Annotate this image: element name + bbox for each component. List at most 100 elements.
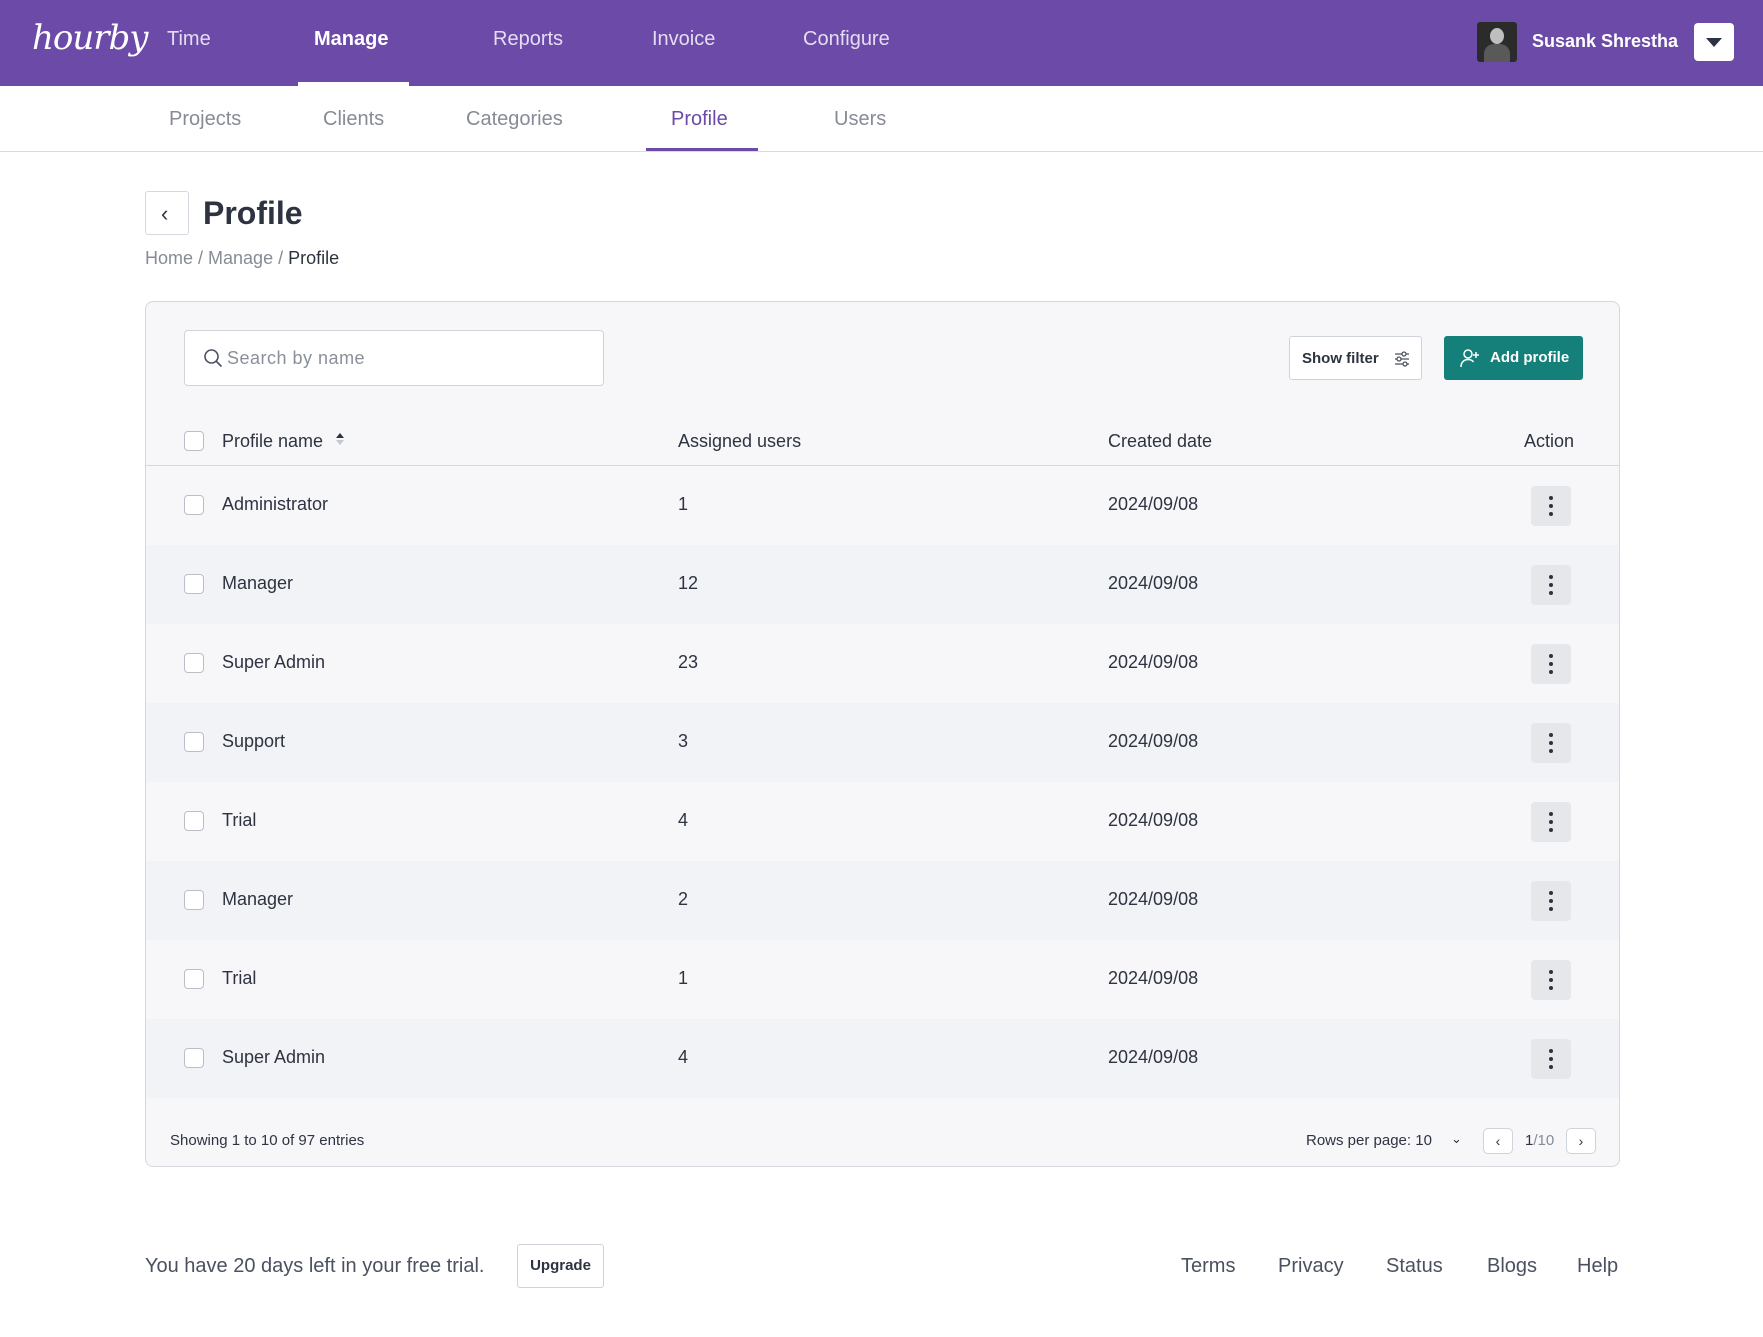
table-row: Super Admin 23 2024/09/08 — [146, 624, 1619, 703]
row-checkbox[interactable] — [184, 495, 204, 515]
row-checkbox[interactable] — [184, 1048, 204, 1068]
sub-navbar: Projects Clients Categories Profile User… — [0, 86, 1763, 152]
profile-name-cell: Administrator — [222, 494, 329, 514]
nav-manage[interactable]: Manage — [314, 28, 389, 50]
assigned-users-cell: 23 — [678, 652, 699, 672]
row-actions-button[interactable] — [1531, 802, 1571, 842]
profile-name-cell: Super Admin — [222, 1047, 326, 1067]
tab-projects[interactable]: Projects — [169, 108, 242, 130]
nav-reports[interactable]: Reports — [493, 28, 564, 50]
row-checkbox[interactable] — [184, 969, 204, 989]
table-footer: Showing 1 to 10 of 97 entries Rows per p… — [146, 1116, 1619, 1166]
breadcrumb-current: Profile — [288, 248, 340, 268]
current-page: 1 — [1525, 1132, 1534, 1149]
row-actions-button[interactable] — [1531, 723, 1571, 763]
row-checkbox[interactable] — [184, 732, 204, 752]
table-row: Super Admin 4 2024/09/08 — [146, 1019, 1619, 1098]
trial-notice: You have 20 days left in your free trial… — [145, 1255, 485, 1277]
app-logo[interactable]: hourby — [32, 18, 148, 58]
profile-name-cell: Manager — [222, 889, 294, 909]
search-box[interactable] — [184, 330, 604, 386]
tab-users[interactable]: Users — [834, 108, 887, 130]
row-checkbox[interactable] — [184, 574, 204, 594]
next-page-button[interactable]: › — [1566, 1128, 1596, 1154]
chevron-left-icon: ‹ — [161, 201, 169, 226]
entries-count: Showing 1 to 10 of 97 entries — [170, 1132, 365, 1149]
profile-name-cell: Trial — [222, 810, 257, 830]
nav-active-indicator — [298, 82, 409, 86]
add-user-icon — [1460, 349, 1479, 368]
profile-name-cell: Trial — [222, 968, 257, 988]
rows-per-page-value: 10 — [1415, 1132, 1432, 1149]
breadcrumb-separator: / — [278, 248, 284, 268]
nav-invoice[interactable]: Invoice — [652, 28, 716, 50]
nav-time[interactable]: Time — [167, 28, 211, 50]
footer-link-help[interactable]: Help — [1577, 1255, 1619, 1277]
search-input[interactable] — [227, 345, 587, 371]
created-date-cell: 2024/09/08 — [1108, 968, 1199, 988]
created-date-cell: 2024/09/08 — [1108, 573, 1199, 593]
profile-name-cell: Manager — [222, 573, 294, 593]
column-action: Action — [1524, 431, 1575, 451]
table-row: Manager 2 2024/09/08 — [146, 861, 1619, 940]
row-actions-button[interactable] — [1531, 1039, 1571, 1079]
total-pages: /10 — [1533, 1132, 1555, 1149]
created-date-cell: 2024/09/08 — [1108, 810, 1199, 830]
column-created-date: Created date — [1108, 431, 1213, 451]
chevron-down-icon: ⌄ — [1451, 1131, 1462, 1146]
assigned-users-cell: 1 — [678, 494, 689, 514]
row-checkbox[interactable] — [184, 890, 204, 910]
page-indicator: 1/10 — [1525, 1132, 1554, 1149]
add-profile-label: Add profile — [1490, 349, 1570, 366]
row-checkbox[interactable] — [184, 653, 204, 673]
upgrade-button[interactable]: Upgrade — [517, 1244, 604, 1288]
select-all-checkbox[interactable] — [184, 431, 204, 451]
created-date-cell: 2024/09/08 — [1108, 652, 1199, 672]
add-profile-button[interactable]: Add profile — [1444, 336, 1583, 380]
caret-down-icon — [1706, 38, 1722, 47]
footer-link-privacy[interactable]: Privacy — [1278, 1255, 1344, 1277]
back-button[interactable]: ‹ — [145, 191, 189, 235]
column-profile-name[interactable]: Profile name — [222, 431, 324, 451]
assigned-users-cell: 2 — [678, 889, 689, 909]
show-filter-button[interactable]: Show filter — [1289, 336, 1422, 380]
rows-per-page-select[interactable]: Rows per page: 10 ⌄ — [1306, 1131, 1462, 1149]
search-icon — [204, 349, 222, 367]
rows-per-page-label: Rows per page: — [1306, 1132, 1412, 1149]
table-row: Administrator 1 2024/09/08 — [146, 466, 1619, 545]
assigned-users-cell: 12 — [678, 573, 699, 593]
tab-clients[interactable]: Clients — [323, 108, 385, 130]
table-header: Profile name Assigned users Created date… — [146, 416, 1619, 466]
breadcrumb-manage[interactable]: Manage — [208, 248, 274, 268]
created-date-cell: 2024/09/08 — [1108, 889, 1199, 909]
footer-link-blogs[interactable]: Blogs — [1487, 1255, 1538, 1277]
user-menu-button[interactable] — [1694, 23, 1734, 61]
filter-sliders-icon — [1395, 351, 1409, 367]
row-checkbox[interactable] — [184, 811, 204, 831]
table-body: Administrator 1 2024/09/08 Manager 12 20… — [146, 466, 1619, 1098]
breadcrumb-separator: / — [198, 248, 204, 268]
table-row: Support 3 2024/09/08 — [146, 703, 1619, 782]
created-date-cell: 2024/09/08 — [1108, 731, 1199, 751]
prev-page-button[interactable]: ‹ — [1483, 1128, 1513, 1154]
row-actions-button[interactable] — [1531, 960, 1571, 1000]
tab-categories[interactable]: Categories — [466, 108, 563, 130]
tab-profile[interactable]: Profile — [671, 108, 728, 130]
profiles-card: Show filter Add profile Profile name Ass… — [145, 301, 1620, 1167]
footer-link-terms[interactable]: Terms — [1181, 1255, 1236, 1277]
row-actions-button[interactable] — [1531, 644, 1571, 684]
user-name[interactable]: Susank Shrestha — [1532, 31, 1679, 51]
footer-link-status[interactable]: Status — [1386, 1255, 1443, 1277]
table-row: Trial 1 2024/09/08 — [146, 940, 1619, 1019]
row-actions-button[interactable] — [1531, 881, 1571, 921]
breadcrumb-home[interactable]: Home — [145, 248, 194, 268]
avatar[interactable] — [1477, 22, 1517, 62]
row-actions-button[interactable] — [1531, 565, 1571, 605]
assigned-users-cell: 4 — [678, 1047, 689, 1067]
sort-ascending-icon[interactable] — [335, 432, 345, 446]
assigned-users-cell: 1 — [678, 968, 689, 988]
breadcrumb: Home / Manage / Profile — [145, 248, 339, 269]
row-actions-button[interactable] — [1531, 486, 1571, 526]
table-row: Trial 4 2024/09/08 — [146, 782, 1619, 861]
nav-configure[interactable]: Configure — [803, 28, 890, 50]
